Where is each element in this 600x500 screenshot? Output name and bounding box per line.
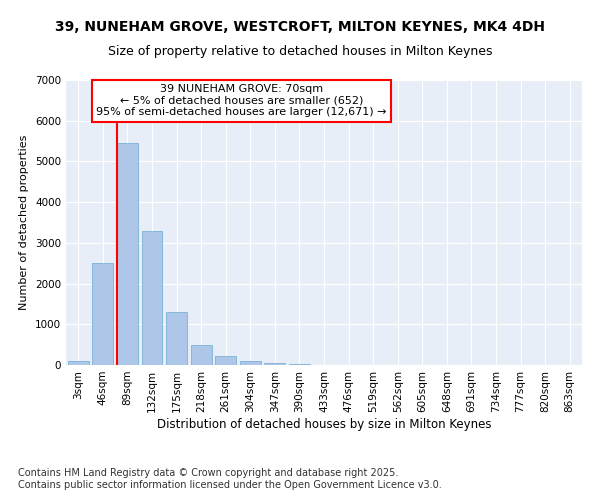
X-axis label: Distribution of detached houses by size in Milton Keynes: Distribution of detached houses by size …: [157, 418, 491, 430]
Text: 39 NUNEHAM GROVE: 70sqm
← 5% of detached houses are smaller (652)
95% of semi-de: 39 NUNEHAM GROVE: 70sqm ← 5% of detached…: [96, 84, 386, 117]
Bar: [92, 263, 113, 365]
Bar: [191, 346, 212, 365]
Bar: [166, 312, 187, 365]
Bar: [265, 363, 286, 365]
Bar: [215, 356, 236, 365]
Bar: [240, 360, 261, 365]
Bar: [289, 364, 310, 365]
Y-axis label: Number of detached properties: Number of detached properties: [19, 135, 29, 310]
Bar: [142, 230, 163, 365]
Bar: [117, 143, 138, 365]
Bar: [68, 362, 89, 365]
Text: 39, NUNEHAM GROVE, WESTCROFT, MILTON KEYNES, MK4 4DH: 39, NUNEHAM GROVE, WESTCROFT, MILTON KEY…: [55, 20, 545, 34]
Text: Contains HM Land Registry data © Crown copyright and database right 2025.
Contai: Contains HM Land Registry data © Crown c…: [18, 468, 442, 490]
Text: Size of property relative to detached houses in Milton Keynes: Size of property relative to detached ho…: [108, 45, 492, 58]
